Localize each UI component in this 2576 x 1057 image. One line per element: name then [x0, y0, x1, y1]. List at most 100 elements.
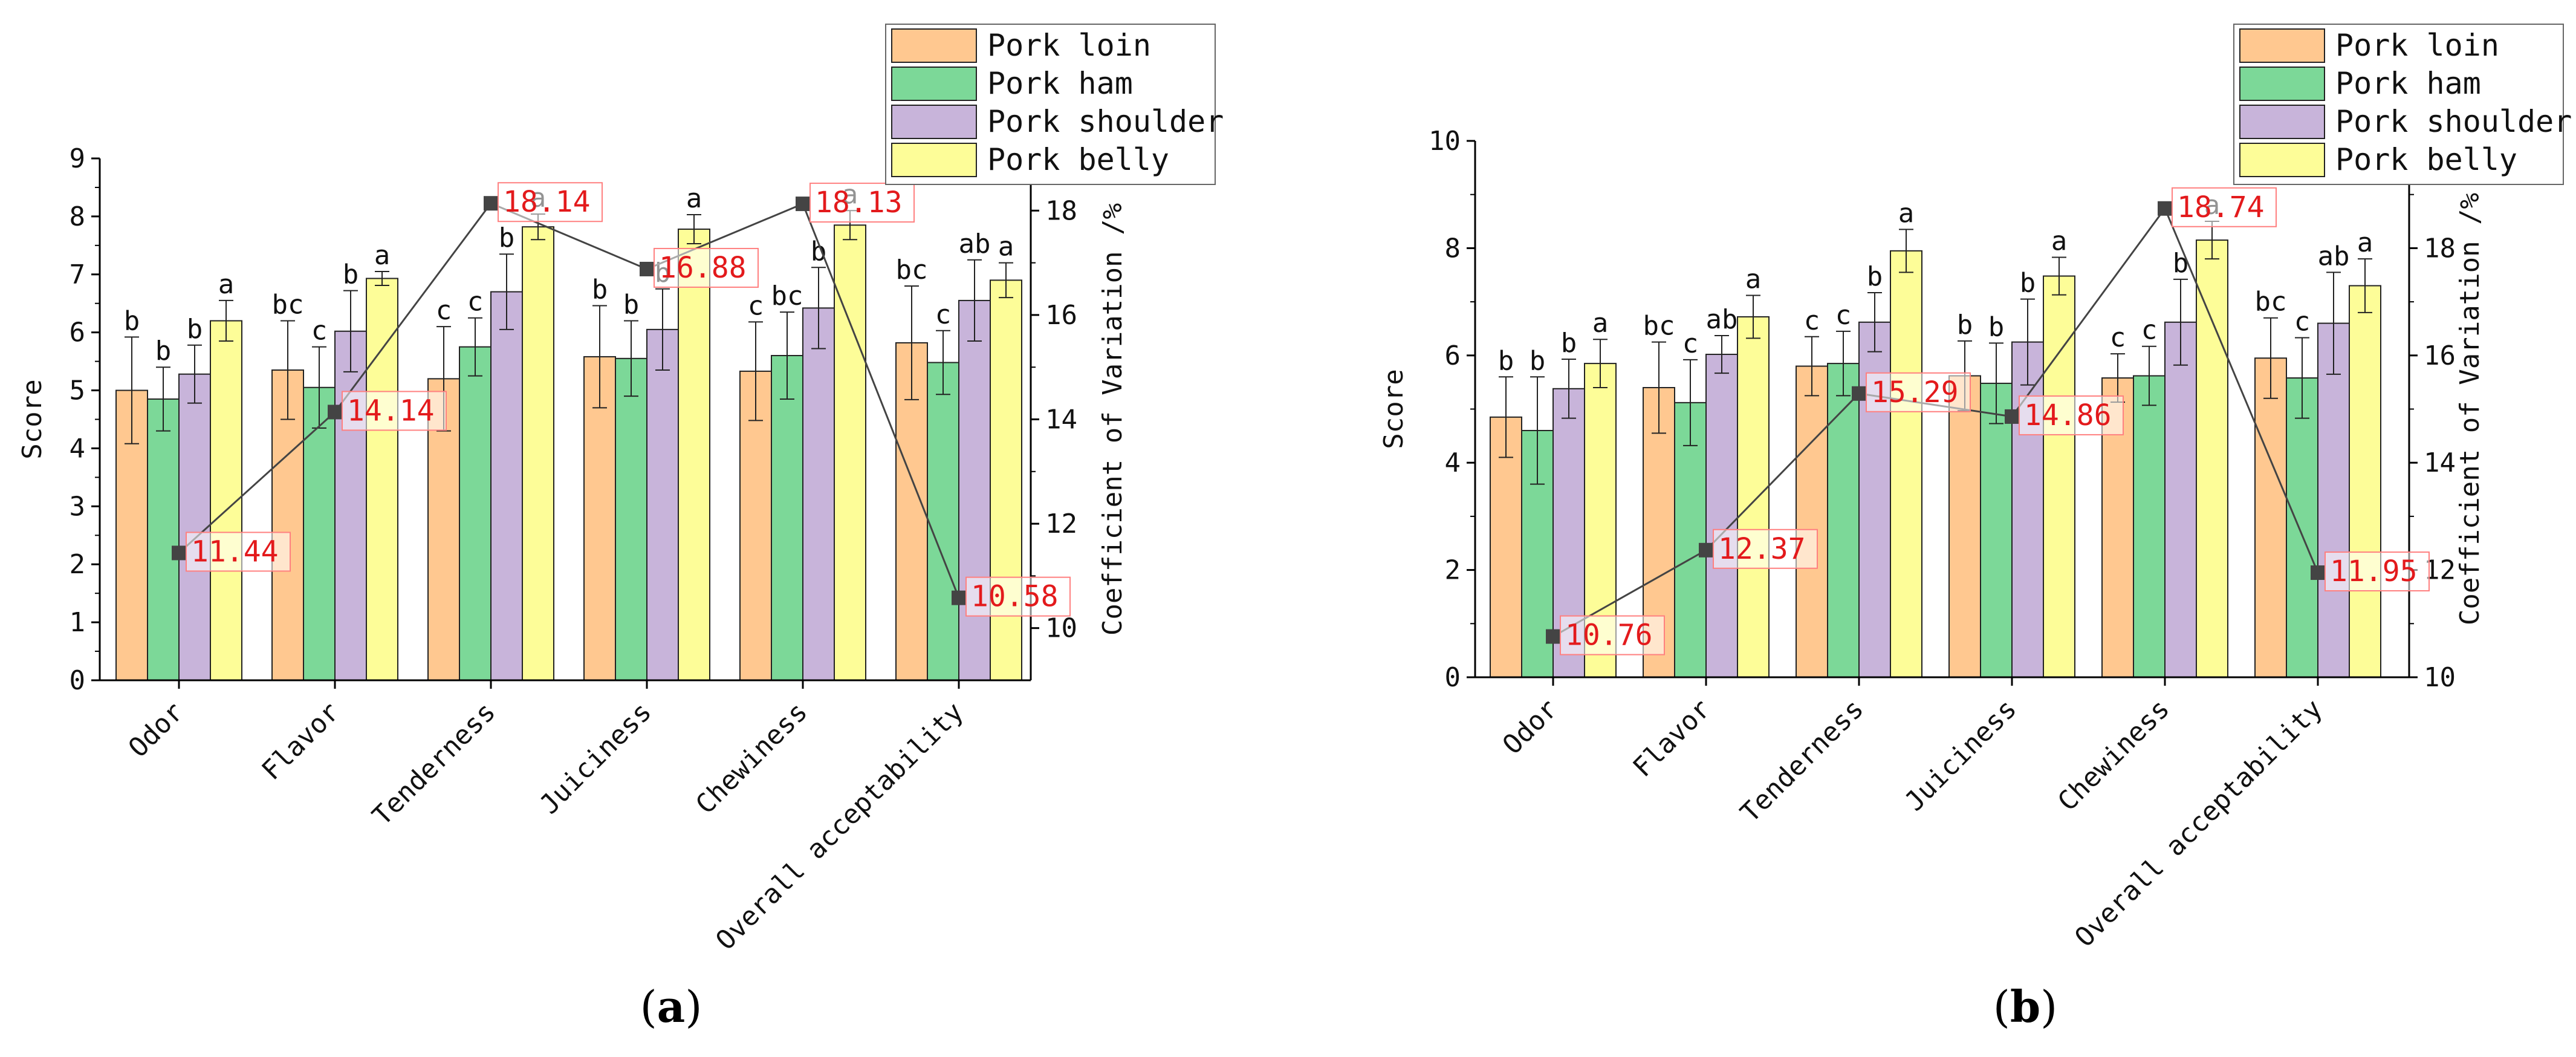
cv-point — [1852, 386, 1866, 401]
y-tick-label: 8 — [70, 201, 86, 232]
legend-label: Pork belly — [987, 142, 1169, 177]
cv-point — [2005, 409, 2019, 424]
cv-data-label-group: 14.14 — [342, 391, 447, 431]
cv-data-label: 18.14 — [503, 185, 591, 219]
significance-letter: b — [1498, 345, 1514, 376]
significance-letter: c — [935, 299, 952, 330]
bar — [1705, 354, 1738, 678]
cv-label-box — [2019, 395, 2124, 435]
cv-data-label: 10.76 — [1565, 619, 1653, 652]
bar — [2349, 285, 2381, 678]
cv-data-label: 14.86 — [2024, 398, 2112, 432]
cv-label-box — [2325, 551, 2430, 592]
cv-data-label-group: 10.58 — [965, 576, 1071, 617]
x-tick-label: Juiciness — [1899, 694, 2023, 818]
x-tick-label: Chewiness — [690, 697, 814, 821]
cv-point — [328, 405, 342, 420]
significance-letter: b — [623, 289, 640, 320]
cv-label-box — [2172, 187, 2277, 227]
y2-tick-label: 10 — [2424, 662, 2456, 693]
significance-letter: ab — [2318, 241, 2350, 272]
series-pork-belly: aaaaaa — [1584, 190, 2381, 678]
significance-letter: b — [2173, 248, 2189, 279]
cv-data-label: 11.44 — [191, 535, 279, 568]
bar — [1890, 250, 1922, 678]
cv-label-box — [809, 183, 915, 223]
significance-letter: ab — [959, 229, 991, 259]
legend-label: Pork ham — [987, 66, 1133, 101]
y2-tick-label: 14 — [1045, 405, 1077, 435]
x-tick-label: Tenderness — [366, 697, 501, 831]
x-tick-label: Chewiness — [2052, 694, 2176, 818]
bar — [2164, 321, 2197, 678]
significance-letter: c — [436, 295, 452, 326]
y-tick-label: 3 — [70, 491, 86, 522]
cv-label-box — [965, 576, 1071, 617]
legend-swatch — [891, 67, 977, 101]
y-tick-label: 9 — [70, 143, 86, 174]
y2-tick-label: 12 — [1045, 509, 1077, 539]
bar — [1674, 402, 1707, 678]
bar — [2254, 357, 2287, 678]
legend-swatch — [891, 143, 977, 177]
y-tick-label: 8 — [1445, 233, 1461, 264]
cv-data-label-group: 16.88 — [654, 247, 759, 288]
y-tick-label: 0 — [1445, 662, 1461, 693]
cv-label-box — [1866, 372, 1971, 412]
cv-data-label-group: 18.14 — [498, 182, 603, 223]
bar — [2043, 275, 2075, 678]
significance-letter: b — [2020, 268, 2036, 299]
significance-letter: b — [1867, 261, 1883, 292]
cv-point — [172, 545, 186, 561]
significance-letter: c — [467, 287, 484, 317]
significance-letter: b — [124, 305, 140, 336]
panel-label: (a) — [640, 981, 702, 1032]
significance-letter: c — [1835, 300, 1852, 331]
legend-swatch — [891, 105, 977, 139]
cv-data-label: 12.37 — [1718, 532, 1806, 566]
cv-label-box — [342, 391, 447, 431]
cv-data-label: 16.88 — [659, 251, 747, 285]
y2-axis-title: Coefficient of Variation /% — [2454, 193, 2485, 625]
bar — [1796, 365, 1828, 678]
cv-data-label-group: 10.76 — [1560, 615, 1665, 655]
cv-data-label-group: 14.86 — [2019, 395, 2124, 435]
significance-letter: bc — [1643, 311, 1675, 342]
y2-tick-label: 10 — [1045, 613, 1077, 644]
significance-letter: ab — [1706, 304, 1738, 335]
cv-data-label-group: 15.29 — [1866, 372, 1971, 412]
cv-data-label: 10.58 — [971, 580, 1059, 614]
significance-letter: bc — [896, 255, 928, 285]
bar — [990, 279, 1022, 681]
y-tick-label: 7 — [70, 259, 86, 290]
legend-swatch — [891, 28, 977, 63]
cv-line — [178, 202, 960, 599]
cv-data-label: 18.13 — [815, 186, 903, 220]
bar — [615, 357, 647, 681]
panel-letter: b — [2010, 981, 2040, 1032]
cv-data-label-group: 11.44 — [186, 532, 291, 572]
cv-label-box — [654, 247, 759, 288]
x-tick-label: Odor — [1497, 694, 1564, 761]
significance-letter: c — [2110, 322, 2126, 353]
y-tick-label: 2 — [1445, 555, 1461, 586]
legend-label: Pork shoulder — [987, 104, 1224, 139]
x-tick-label: Tenderness — [1734, 694, 1869, 828]
cv-label-box — [1560, 615, 1665, 655]
y-tick-label: 4 — [1445, 447, 1461, 478]
bar — [834, 224, 866, 681]
bar — [678, 228, 710, 681]
significance-letter: b — [155, 336, 172, 366]
y2-tick-label: 16 — [1045, 300, 1077, 331]
significance-letter: b — [499, 223, 515, 253]
y-tick-label: 6 — [70, 317, 86, 348]
cv-data-label: 11.95 — [2330, 555, 2418, 588]
significance-letter: a — [1745, 264, 1762, 294]
bar — [2133, 375, 2166, 678]
significance-letter: bc — [272, 289, 304, 320]
panel-letter: a — [657, 981, 686, 1032]
y-tick-label: 6 — [1445, 340, 1461, 371]
panel-label: (b) — [1993, 981, 2058, 1032]
cv-label-box — [498, 182, 603, 223]
